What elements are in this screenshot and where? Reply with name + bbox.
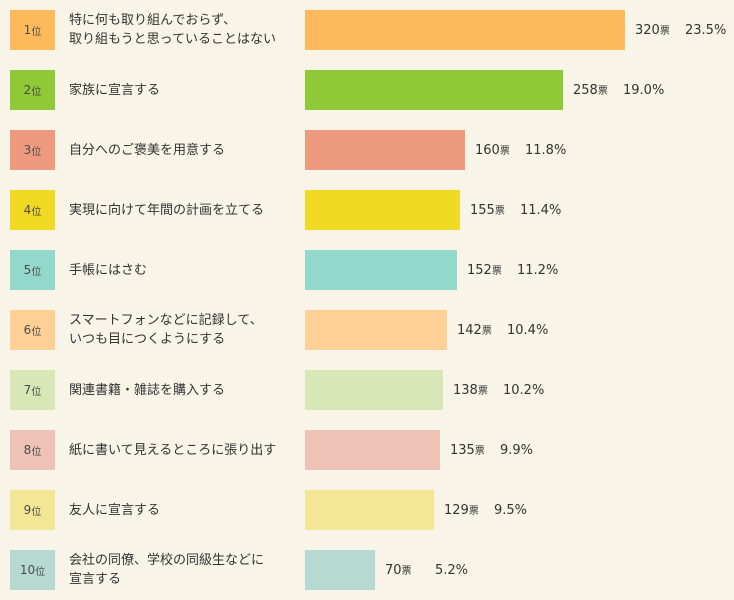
- bar: [305, 10, 625, 50]
- vote-count: 160票: [475, 143, 510, 158]
- rank-unit: 位: [31, 386, 42, 398]
- vote-count: 258票: [573, 83, 608, 98]
- percent-value: 10.2%: [503, 382, 545, 398]
- percent-value: 23.5%: [685, 22, 727, 38]
- rank-number: 7: [23, 383, 32, 397]
- category-label: 自分へのご褒美を用意する: [69, 142, 226, 158]
- rank-unit: 位: [31, 446, 42, 458]
- rank-row-3: 3 位自分へのご褒美を用意する 160票 11.8%: [0, 130, 734, 170]
- vote-count: 152票: [467, 263, 502, 278]
- percent-value: 11.8%: [525, 142, 567, 158]
- percent-value: 19.0%: [623, 82, 665, 98]
- rank-unit: 位: [31, 26, 42, 38]
- percent-value: 11.2%: [517, 262, 559, 278]
- rank-unit: 位: [31, 506, 42, 518]
- value-label: 135票 9.9%: [450, 430, 533, 470]
- percent-value: 5.2%: [435, 562, 469, 578]
- value-label: 152票 11.2%: [467, 250, 558, 290]
- category-label: 友人に宣言する: [69, 502, 161, 518]
- rank-badge: 10 位: [10, 550, 55, 590]
- bar: [305, 490, 434, 530]
- rank-row-4: 4 位実現に向けて年間の計画を立てる 155票 11.4%: [0, 190, 734, 230]
- value-label: 138票 10.2%: [453, 370, 544, 410]
- vote-count: 320票: [635, 23, 670, 38]
- rank-row-2: 2 位家族に宣言する 258票 19.0%: [0, 70, 734, 110]
- rank-unit: 位: [35, 566, 46, 578]
- category-label: 家族に宣言する: [69, 82, 161, 98]
- value-label: 155票 11.4%: [470, 190, 561, 230]
- value-label: 142票 10.4%: [457, 310, 548, 350]
- rank-row-9: 9 位友人に宣言する 129票 9.5%: [0, 490, 734, 530]
- rank-row-5: 5 位手帳にはさむ 152票 11.2%: [0, 250, 734, 290]
- category-label: 紙に書いて見えるところに張り出す: [69, 442, 277, 458]
- rank-number: 10: [19, 563, 36, 577]
- rank-unit: 位: [31, 86, 42, 98]
- value-label: 320票 23.5%: [635, 10, 726, 50]
- vote-count: 142票: [457, 323, 492, 338]
- vote-count: 155票: [470, 203, 505, 218]
- bar: [305, 190, 460, 230]
- bar: [305, 130, 465, 170]
- rank-row-8: 8 位紙に書いて見えるところに張り出す 135票 9.9%: [0, 430, 734, 470]
- vote-count: 138票: [453, 383, 488, 398]
- rank-number: 2: [23, 83, 32, 97]
- rank-unit: 位: [31, 266, 42, 278]
- rank-row-7: 7 位関連書籍・雑誌を購入する 138票 10.2%: [0, 370, 734, 410]
- percent-value: 9.5%: [494, 502, 528, 518]
- rank-number: 9: [23, 503, 32, 517]
- bar: [305, 70, 563, 110]
- rank-row-1: 1 位特に何も取り組んでおらず、 取り組もうと思っていることはない 320票 23.5…: [0, 10, 734, 50]
- rank-number: 4: [23, 203, 32, 217]
- vote-count: 129票: [444, 503, 479, 518]
- percent-value: 11.4%: [520, 202, 562, 218]
- bar: [305, 430, 440, 470]
- category-label: 手帳にはさむ: [69, 262, 148, 278]
- bar: [305, 550, 375, 590]
- rank-unit: 位: [31, 326, 42, 338]
- bar: [305, 310, 447, 350]
- rank-unit: 位: [31, 206, 42, 218]
- value-label: 258票 19.0%: [573, 70, 664, 110]
- bar: [305, 250, 457, 290]
- vote-count: 135票: [450, 443, 485, 458]
- category-label: 実現に向けて年間の計画を立てる: [69, 202, 265, 218]
- rank-row-6: 6 位スマートフォンなどに記録して、 いつも目につくようにする 142票 10.4%: [0, 310, 734, 350]
- percent-value: 9.9%: [500, 442, 534, 458]
- bar: [305, 370, 443, 410]
- rank-unit: 位: [31, 146, 42, 158]
- category-label: 会社の同僚、学校の同級生などに 宣言する: [69, 553, 265, 587]
- rank-number: 3: [23, 143, 32, 157]
- value-label: 160票 11.8%: [475, 130, 566, 170]
- category-label: 特に何も取り組んでおらず、 取り組もうと思っていることはない: [69, 13, 276, 47]
- vote-count: 70票: [385, 563, 412, 578]
- rank-row-10: 10 位会社の同僚、学校の同級生などに 宣言する 70票 5.2%: [0, 550, 734, 590]
- percent-value: 10.4%: [507, 322, 549, 338]
- category-label: スマートフォンなどに記録して、 いつも目につくようにする: [69, 313, 263, 347]
- value-label: 129票 9.5%: [444, 490, 527, 530]
- rank-number: 8: [23, 443, 32, 457]
- rank-number: 5: [23, 263, 32, 277]
- value-label: 70票 5.2%: [385, 550, 468, 590]
- rank-number: 1: [23, 23, 32, 37]
- category-label: 関連書籍・雑誌を購入する: [69, 382, 226, 398]
- rank-number: 6: [23, 323, 32, 337]
